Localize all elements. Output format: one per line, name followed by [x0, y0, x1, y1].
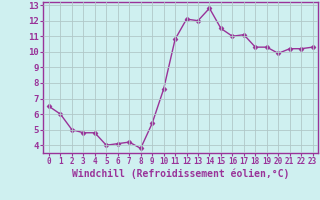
X-axis label: Windchill (Refroidissement éolien,°C): Windchill (Refroidissement éolien,°C) — [72, 169, 290, 179]
